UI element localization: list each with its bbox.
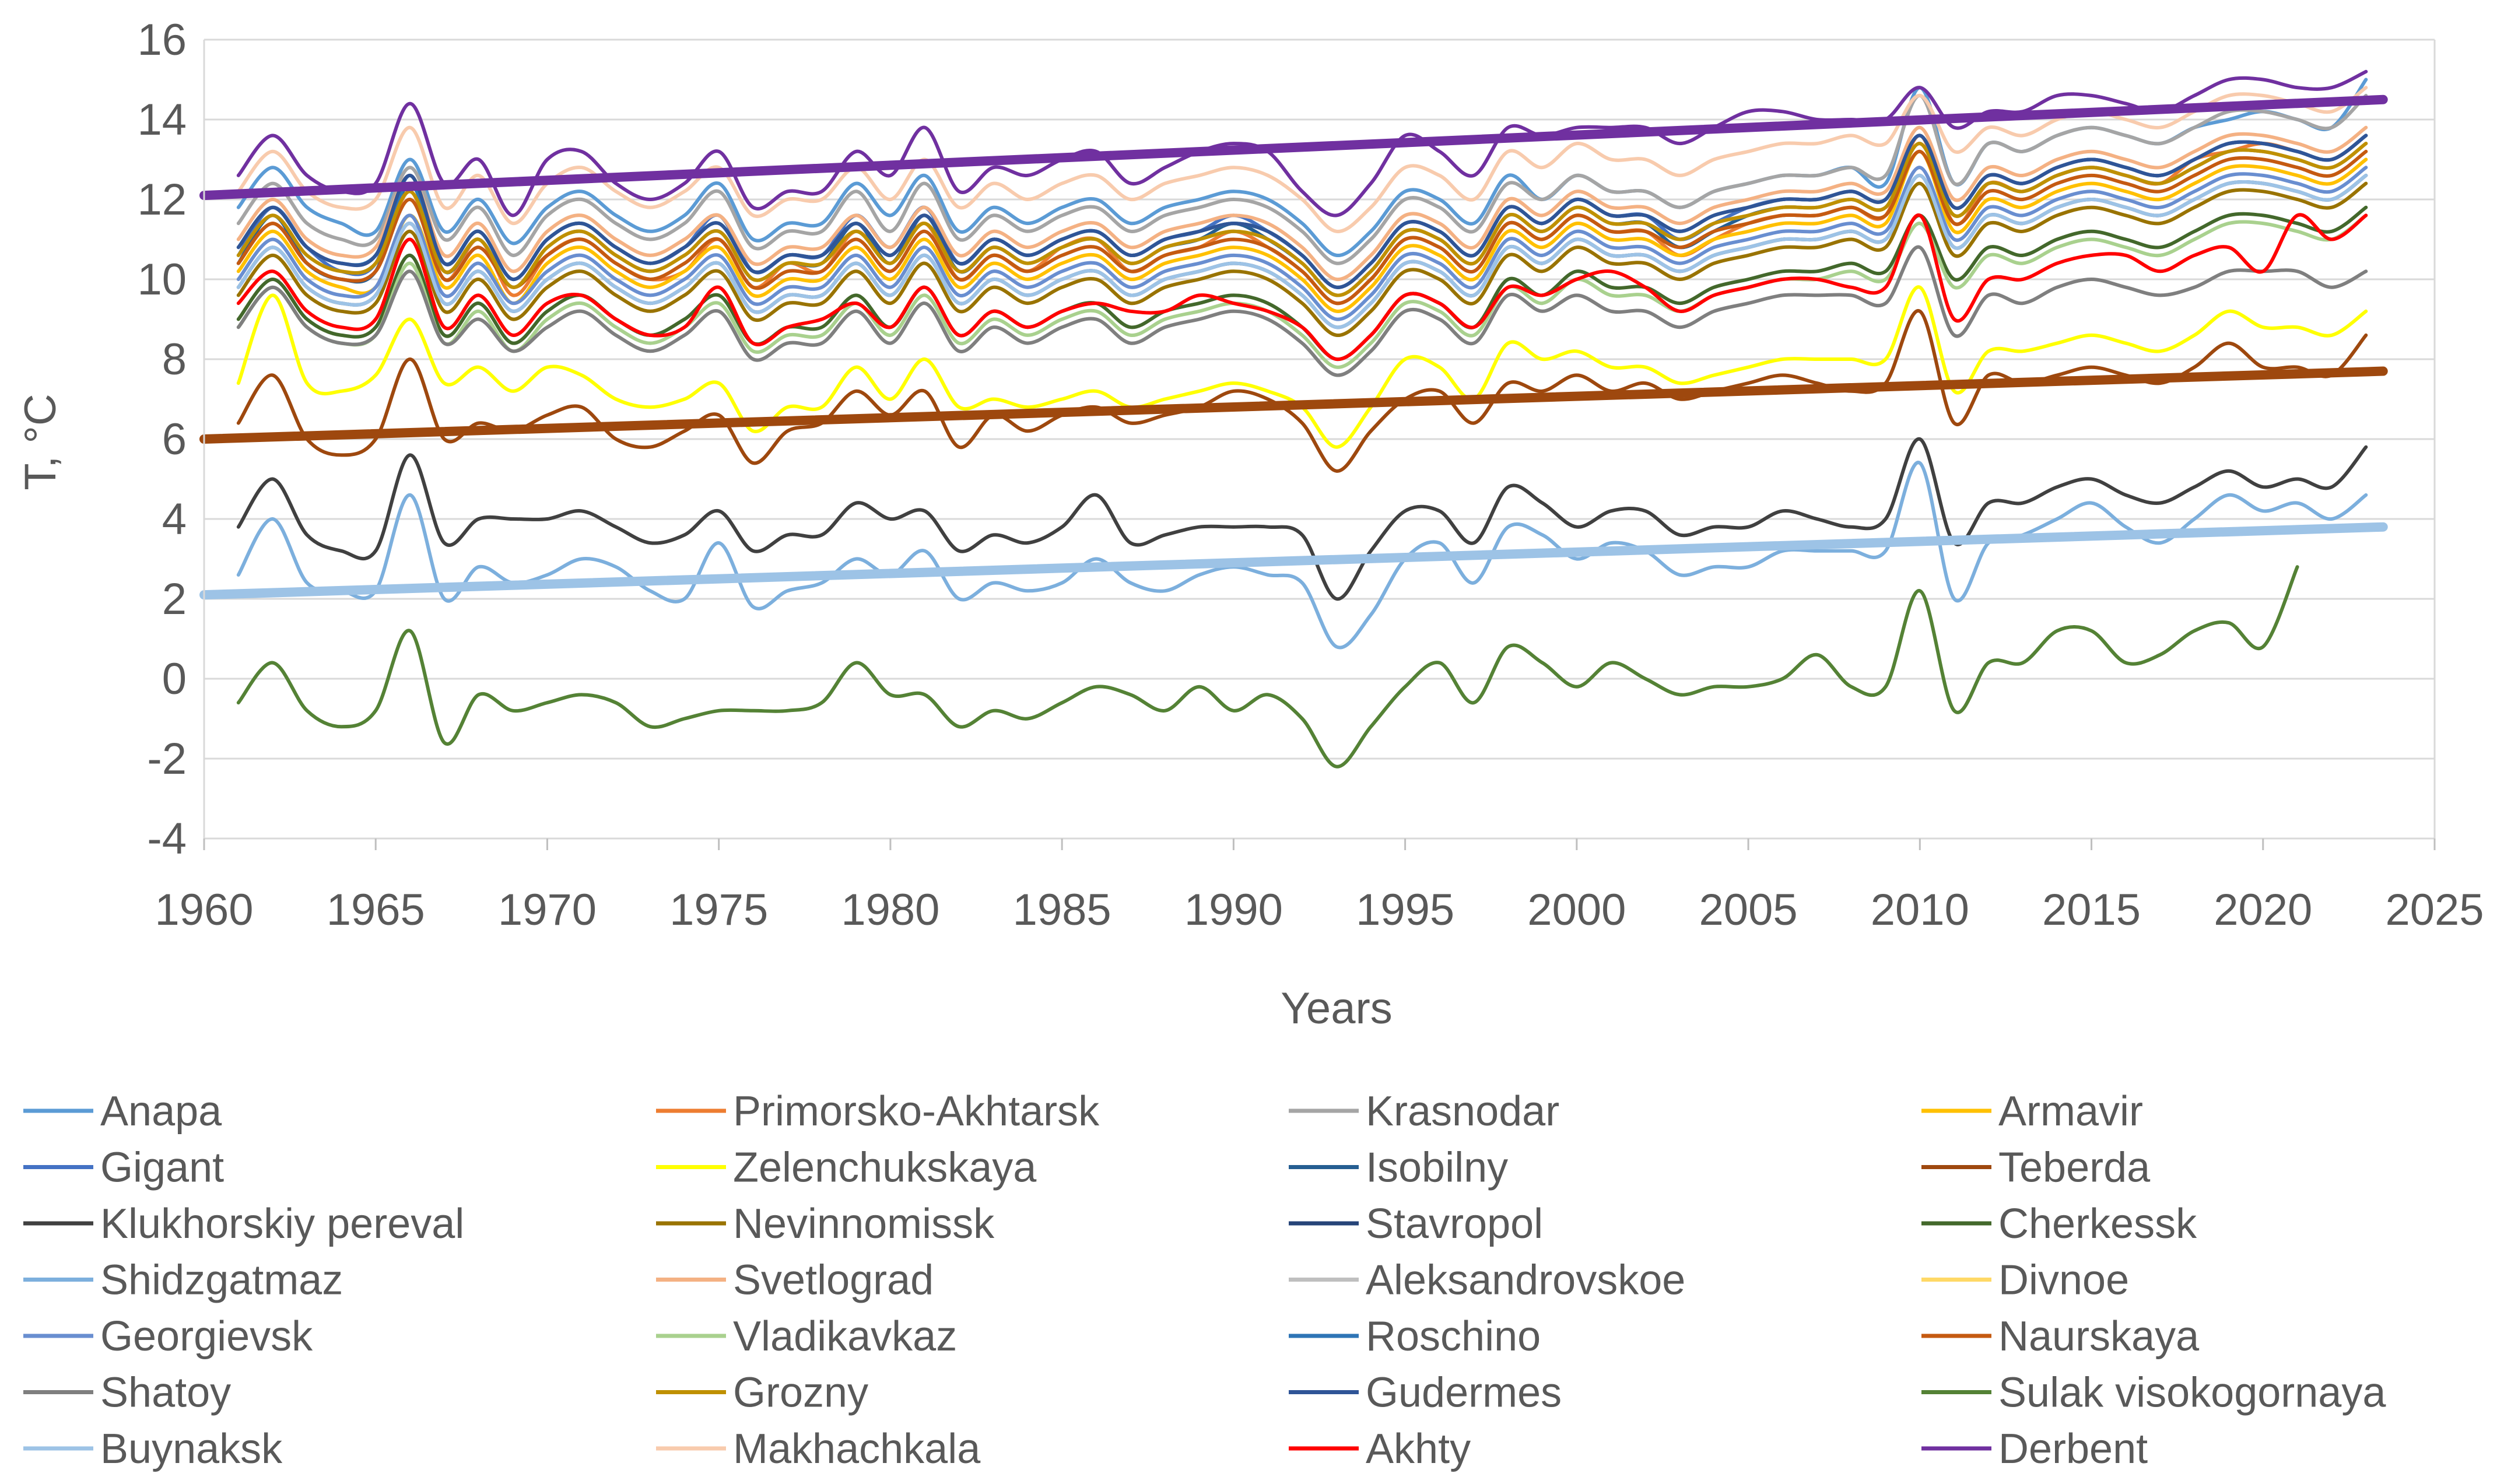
series-line-zelenchukskaya	[236, 285, 2368, 449]
legend-label: Sulak visokogornaya	[1998, 1370, 2386, 1416]
axis-layer: -4 -2 0 2 4 6 8 10 12 14 16 1960 1965 1970 1975 1980 198…	[137, 15, 2484, 935]
y-tick-label: 8	[162, 335, 187, 384]
x-tick-label: 1960	[155, 885, 253, 935]
y-tick-label: 10	[137, 255, 187, 304]
legend-label: Klukhorskiy pereval	[100, 1201, 464, 1247]
legend-label: Stavropol	[1366, 1201, 1543, 1247]
series-line-gudermes	[236, 134, 2368, 289]
legend-label: Primorsko-Akhtarsk	[733, 1088, 1100, 1135]
series-line-armavir	[236, 149, 2368, 313]
x-tick-label: 2005	[1699, 885, 1798, 935]
series-line-akhty	[236, 213, 2368, 362]
legend-label: Shidzgatmaz	[100, 1257, 343, 1304]
x-tick-label: 2020	[2214, 885, 2312, 935]
legend-label: Makhachkala	[733, 1426, 981, 1472]
legend-label: Grozny	[733, 1370, 868, 1416]
series-line-makhachkala	[236, 86, 2368, 233]
y-tick-label: 14	[137, 95, 187, 145]
series-line-shatoy	[236, 245, 2368, 377]
legend-label: Svetlograd	[733, 1257, 934, 1304]
x-axis-title: Years	[1281, 984, 1393, 1033]
legend-label: Nevinnomissk	[733, 1201, 995, 1247]
y-tick-label: 4	[162, 494, 187, 544]
legend-label: Gigant	[100, 1145, 224, 1191]
x-tick-label: 1985	[1013, 885, 1111, 935]
series-line-teberda	[236, 309, 2368, 473]
legend-label: Buynaksk	[100, 1426, 283, 1472]
y-tick-label: 16	[137, 15, 187, 65]
series-line-svetlograd	[236, 125, 2368, 282]
legend: Anapa Primorsko-Akhtarsk Krasnodar Armavir G…	[23, 1088, 2386, 1472]
x-tick-label: 1970	[498, 885, 597, 935]
x-tick-label: 2010	[1871, 885, 1969, 935]
shidzgatmaz-trend-line	[199, 522, 2388, 600]
x-tick-label: 1990	[1184, 885, 1283, 935]
legend-label: Vladikavkaz	[733, 1313, 957, 1360]
legend-label: Krasnodar	[1366, 1088, 1559, 1135]
x-tick-label: 1995	[1356, 885, 1454, 935]
series-line-nevinnomissk	[236, 181, 2368, 337]
y-tick-label: 2	[162, 574, 187, 624]
legend-label: Akhty	[1366, 1426, 1471, 1472]
legend-label: Teberda	[1998, 1145, 2151, 1191]
derbent-trend-line	[199, 94, 2388, 201]
y-tick-label: 0	[162, 654, 187, 704]
legend-label: Zelenchukskaya	[733, 1145, 1037, 1191]
trend-layer	[199, 94, 2388, 600]
series-line-anapa	[236, 78, 2368, 257]
grid-layer	[204, 38, 2435, 840]
legend-label: Armavir	[1998, 1088, 2143, 1135]
y-tick-label: 6	[162, 415, 187, 464]
series-line-sulak-visokogornaya	[236, 565, 2299, 769]
series-line-klukhorskiy-pereval	[236, 437, 2368, 601]
x-tick-label: 1965	[327, 885, 425, 935]
series-line-krasnodar	[236, 93, 2368, 265]
series-line-buynaksk	[236, 173, 2368, 329]
series-line-cherkessk	[236, 205, 2368, 362]
series-line-naurskaya	[236, 149, 2368, 306]
legend-label: Divnoe	[1998, 1257, 2129, 1304]
y-tick-label: -4	[147, 814, 187, 864]
legend-label: Gudermes	[1366, 1370, 1562, 1416]
legend-label: Roschino	[1366, 1313, 1541, 1360]
y-axis-title: T, °C	[16, 394, 65, 490]
legend-label: Derbent	[1998, 1426, 2148, 1472]
x-tick-label: 1975	[669, 885, 768, 935]
teberda-trend-line	[199, 366, 2388, 444]
x-tick-label: 2000	[1527, 885, 1626, 935]
legend-label: Aleksandrovskoe	[1366, 1257, 1685, 1304]
legend-label: Isobilny	[1366, 1145, 1508, 1191]
x-tick-label: 2015	[2042, 885, 2141, 935]
legend-label: Georgievsk	[100, 1313, 313, 1360]
legend-label: Anapa	[100, 1088, 222, 1135]
y-tick-label: 12	[137, 175, 187, 224]
series-line-georgievsk	[236, 166, 2368, 321]
series-line-grozny	[236, 142, 2368, 297]
legend-label: Naurskaya	[1998, 1313, 2200, 1360]
x-tick-label: 2025	[2385, 885, 2484, 935]
legend-label: Shatoy	[100, 1370, 231, 1416]
x-tick-label: 1980	[841, 885, 939, 935]
y-tick-label: -2	[147, 734, 187, 784]
legend-label: Cherkessk	[1998, 1201, 2197, 1247]
